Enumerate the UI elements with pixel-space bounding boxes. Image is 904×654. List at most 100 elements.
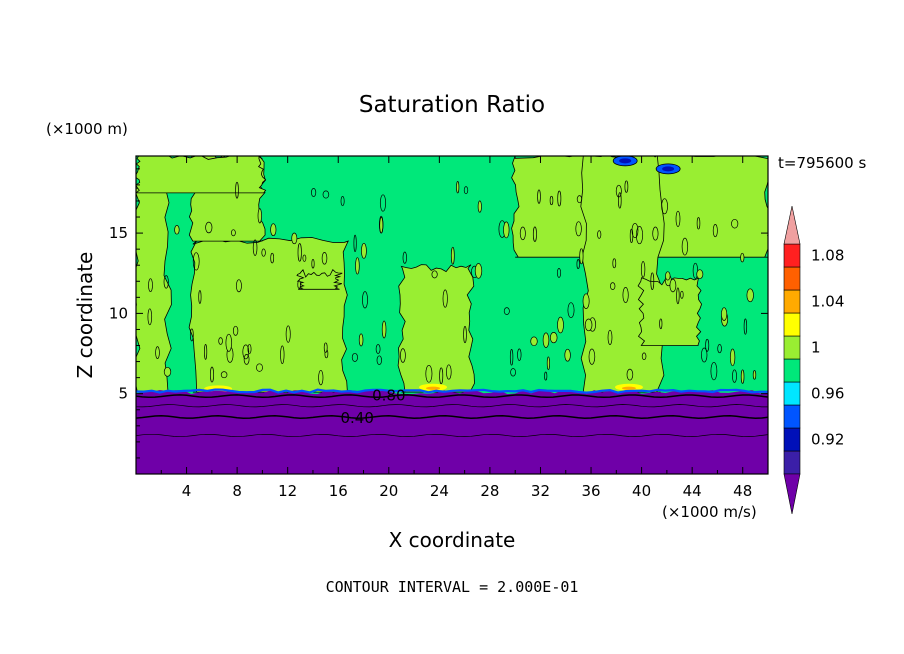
contour-blob <box>652 226 659 241</box>
colorbar-low-arrow <box>783 473 801 515</box>
contour-blob <box>270 252 275 264</box>
contour-blob <box>147 308 153 326</box>
region-supersaturated-core <box>426 386 441 390</box>
contour-blob <box>626 368 634 381</box>
contour-blob <box>669 278 677 293</box>
contour-blob <box>252 239 258 256</box>
contour-blob <box>379 194 387 212</box>
contour-blob <box>676 287 680 305</box>
x-tick-label: 36 <box>581 482 600 500</box>
contour-blob <box>297 280 301 289</box>
contour-blob <box>353 234 357 253</box>
contour-blob <box>235 279 242 293</box>
contour-blob <box>463 326 467 344</box>
y-axis-ticks: 5 10 15 <box>109 168 768 459</box>
contour-blob <box>323 342 328 353</box>
contour-blob <box>474 263 483 279</box>
contour-blob <box>302 254 307 262</box>
contour-blob <box>641 352 647 361</box>
contour-blob <box>612 258 617 269</box>
contour-blob <box>285 325 291 343</box>
contour-blob <box>205 221 213 234</box>
contour-blob <box>661 198 668 215</box>
contour-blob <box>710 361 718 381</box>
contour-blob <box>163 366 172 377</box>
contour-line-0.4 <box>136 415 768 419</box>
contour-blob <box>740 369 745 384</box>
chart-title: Saturation Ratio <box>359 92 545 118</box>
region-low-core <box>662 166 675 172</box>
contour-blob <box>155 346 160 359</box>
contour-blob <box>402 251 407 264</box>
colorbar-label: 0.96 <box>811 385 844 403</box>
colorbar-segment <box>783 289 801 314</box>
contour-blob <box>192 252 200 271</box>
contour-blob <box>680 290 684 299</box>
contour-blob <box>622 287 629 303</box>
contour-blob <box>629 228 634 244</box>
contour-blob <box>231 229 236 237</box>
contour-label: 0.80 <box>372 386 405 404</box>
contour-blob <box>597 230 602 239</box>
contour-blob <box>204 344 208 360</box>
contour-blob <box>446 364 452 380</box>
contour-blob <box>322 190 330 199</box>
x-tick-label: 48 <box>733 482 752 500</box>
contour-line-0.6 <box>136 404 768 408</box>
contour-blob <box>280 345 285 365</box>
contour-blob <box>549 332 558 344</box>
contour-blob <box>721 307 728 321</box>
contour-blob <box>696 269 704 280</box>
contour-blob <box>439 367 444 385</box>
contour-blob <box>210 366 214 383</box>
contour-blob <box>220 371 228 379</box>
contour-blob <box>579 248 584 265</box>
contour-blob <box>532 226 537 242</box>
contour-blob <box>624 180 629 193</box>
contour-line-0.8 <box>136 394 768 399</box>
contour-blob <box>546 356 550 371</box>
region-supersaturated-core <box>621 386 636 390</box>
y-tick-label: 10 <box>109 304 128 322</box>
y-unit-label: (×1000 m) <box>46 120 128 138</box>
x-tick-label: 44 <box>683 482 702 500</box>
contour-blob <box>607 329 613 345</box>
colorbar-label: 1.04 <box>811 293 844 311</box>
x-tick-label: 32 <box>531 482 550 500</box>
contour-blob <box>450 246 455 265</box>
colorbar-segment <box>783 450 801 475</box>
colorbar-segment <box>783 335 801 360</box>
contour-blob <box>705 338 710 352</box>
contour-blob <box>257 208 262 224</box>
contour-blob <box>519 226 526 241</box>
contour-blob <box>650 272 655 290</box>
contour-blob <box>318 369 324 386</box>
contour-blob <box>752 370 757 380</box>
region-moist-patch <box>580 156 665 393</box>
contour-blob <box>717 344 722 354</box>
time-label: t=795600 s <box>778 154 866 172</box>
contour-blob <box>261 248 266 257</box>
contour-blob <box>542 332 550 348</box>
x-tick-label: 16 <box>329 482 348 500</box>
contour-blob <box>456 181 460 194</box>
contour-blob <box>425 364 433 383</box>
x-tick-label: 40 <box>632 482 651 500</box>
contour-blob <box>198 290 202 304</box>
colorbar-label: 1 <box>811 339 821 357</box>
x-tick-label: 8 <box>232 482 242 500</box>
contour-blob <box>582 293 590 309</box>
contour-label: 0.40 <box>340 409 373 427</box>
contour-blob <box>549 195 554 206</box>
contour-blob <box>675 210 681 227</box>
colorbar-segment <box>783 427 801 452</box>
region-low-core <box>619 158 632 164</box>
region-dry-layer <box>136 390 768 474</box>
contour-blob <box>635 226 644 245</box>
contour-blob <box>564 348 571 362</box>
contour-blob <box>311 188 317 197</box>
contour-blob <box>232 325 239 336</box>
contour-blob <box>376 355 382 365</box>
contour-blob <box>544 371 548 381</box>
